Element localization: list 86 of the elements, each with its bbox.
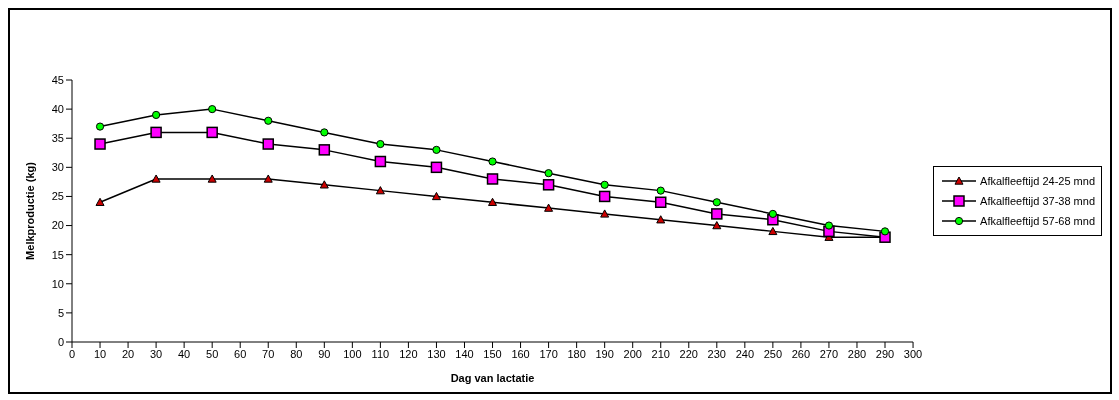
point (375, 186, 385, 195)
y-tick-label: 30 (51, 161, 64, 174)
point (95, 122, 105, 131)
x-tick-label: 230 (707, 347, 726, 360)
point (656, 215, 666, 224)
x-tick-label: 180 (567, 347, 586, 360)
x-tick-label: 50 (206, 347, 219, 360)
x-tick-label: 80 (290, 347, 303, 360)
x-tick-label: 70 (262, 347, 275, 360)
x-tick-label: 60 (234, 347, 247, 360)
point (207, 174, 217, 183)
point (598, 190, 611, 203)
legend-label: Afkalfleeftijd 57-68 mnd (980, 215, 1095, 227)
y-tick-label: 5 (57, 306, 64, 319)
x-tick-label: 110 (371, 347, 390, 360)
point (544, 169, 553, 178)
y-tick-label: 35 (51, 132, 64, 145)
point (374, 155, 387, 168)
x-tick-label: 130 (427, 347, 446, 360)
y-tick-label: 25 (51, 190, 64, 203)
point (320, 128, 329, 137)
x-tick-label: 120 (399, 347, 418, 360)
x-tick-label: 170 (539, 347, 558, 360)
point (264, 116, 273, 125)
point (600, 209, 610, 218)
x-tick-label: 220 (679, 347, 698, 360)
x-tick-label: 280 (847, 347, 867, 360)
point (263, 174, 273, 183)
x-tick-label: 270 (819, 347, 839, 360)
x-tick-label: 200 (623, 347, 642, 360)
point (488, 197, 498, 206)
point (712, 221, 722, 230)
point (768, 209, 777, 219)
y-tick-label: 40 (51, 103, 64, 116)
y-tick-label: 20 (51, 219, 64, 232)
point (319, 180, 329, 189)
point (262, 138, 274, 150)
legend-label: Afkalfleeftijd 37-38 mnd (980, 195, 1095, 207)
point (95, 197, 105, 206)
y-tick-label: 10 (51, 277, 64, 290)
point (206, 126, 218, 139)
point (431, 191, 441, 201)
point (151, 174, 161, 183)
x-tick-label: 20 (121, 347, 135, 360)
x-tick-label: 100 (343, 347, 362, 360)
x-tick-label: 90 (318, 347, 331, 360)
point (318, 144, 331, 156)
y-axis-title: Melkproductie (kg) (23, 161, 36, 260)
x-tick-label: 250 (763, 347, 783, 360)
point (711, 208, 723, 220)
point (432, 145, 441, 154)
x-tick-label: 260 (791, 347, 811, 360)
point (544, 203, 554, 212)
point (488, 157, 497, 166)
x-tick-label: 0 (68, 347, 76, 360)
x-tick-label: 240 (735, 347, 755, 360)
point (824, 221, 834, 230)
x-tick-label: 10 (93, 347, 107, 360)
x-tick-label: 140 (455, 347, 474, 360)
legend-label: Afkalfleeftijd 24-25 mnd (980, 175, 1095, 187)
x-tick-label: 210 (651, 347, 670, 360)
y-tick-label: 15 (51, 248, 64, 261)
point (542, 179, 555, 191)
x-tick-label: 190 (595, 347, 614, 360)
point (600, 180, 609, 189)
point (656, 186, 665, 195)
point (208, 105, 217, 114)
x-tick-label: 30 (149, 347, 163, 360)
y-tick-label: 45 (51, 73, 64, 86)
x-tick-label: 160 (511, 347, 530, 360)
point (376, 139, 385, 149)
y-tick-label: 0 (57, 335, 64, 348)
point (94, 138, 106, 150)
point (486, 173, 499, 185)
point (712, 198, 721, 207)
x-tick-label: 150 (483, 347, 502, 360)
x-tick-label: 290 (875, 347, 895, 360)
x-tick-label: 40 (178, 347, 191, 360)
point (880, 227, 890, 236)
x-tick-label: 300 (903, 347, 923, 360)
point (654, 196, 667, 209)
point (430, 161, 443, 174)
point (152, 110, 161, 120)
point (150, 126, 162, 139)
point (768, 226, 778, 236)
x-axis-title: Dag van lactatie (450, 372, 535, 384)
